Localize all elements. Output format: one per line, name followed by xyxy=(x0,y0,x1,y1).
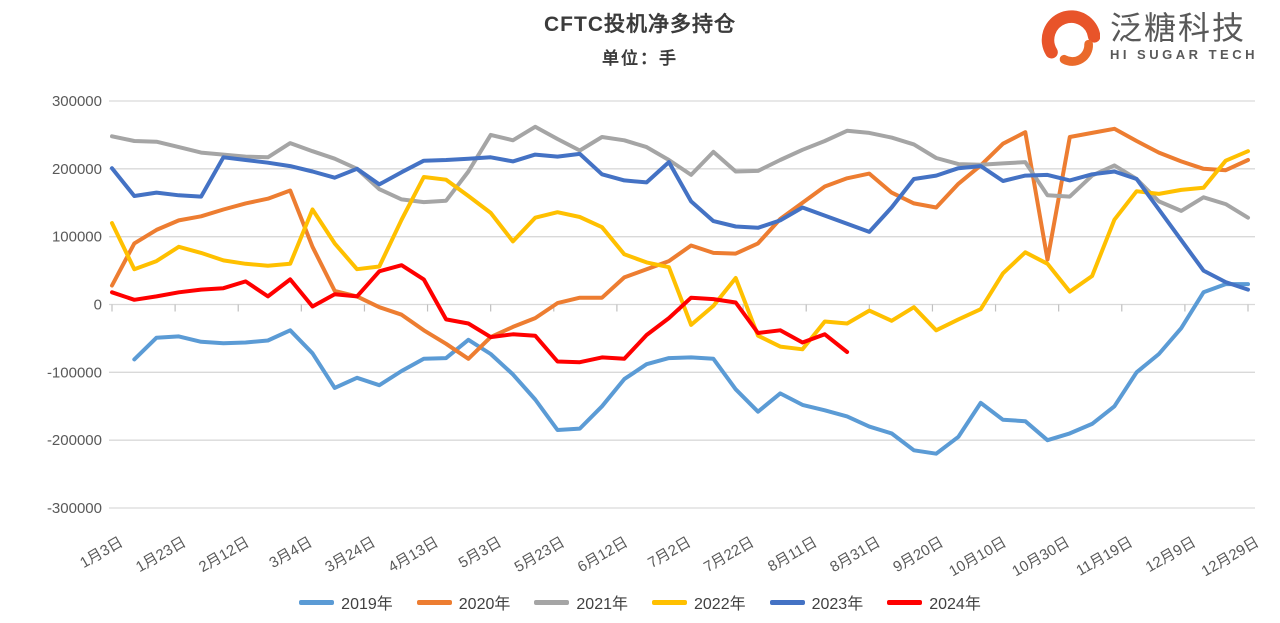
legend-label: 2020年 xyxy=(458,596,511,613)
y-axis-tick-label: 200000 xyxy=(52,161,102,178)
x-axis-tick-label: 8月11日 xyxy=(765,534,820,576)
legend-swatch xyxy=(652,599,687,605)
legend-label: 2022年 xyxy=(694,596,746,613)
legend-label: 2021年 xyxy=(576,596,628,613)
series-line-2020年 xyxy=(110,126,1250,361)
x-axis-tick-label: 5月3日 xyxy=(456,534,505,572)
x-axis-tick-label: 4月13日 xyxy=(385,534,441,576)
x-axis-tick-label: 8月31日 xyxy=(827,534,883,576)
x-axis-tick-label: 1月23日 xyxy=(133,534,189,576)
legend-swatch xyxy=(769,599,805,605)
logo-company-name: 泛糖科技 xyxy=(1109,9,1246,46)
y-axis-tick-label: -300000 xyxy=(47,500,102,517)
series-line-2024年 xyxy=(110,263,850,365)
legend-item-2019年: 2019年 xyxy=(299,590,393,614)
legend-swatch xyxy=(887,599,923,605)
legend-swatch xyxy=(416,599,452,605)
series-line-2023年 xyxy=(110,151,1250,292)
legend-item-2020年: 2020年 xyxy=(416,590,511,614)
x-axis-tick-label: 1月3日 xyxy=(77,534,126,572)
x-axis-tick-label: 11月19日 xyxy=(1073,534,1135,580)
logo-tagline: HI SUGAR TECH xyxy=(1109,47,1258,63)
legend-swatch xyxy=(299,599,335,605)
legend-item-2022年: 2022年 xyxy=(652,590,746,614)
y-axis-tick-label: 0 xyxy=(94,297,102,314)
x-axis-tick-label: 12月9日 xyxy=(1143,534,1199,576)
legend-item-2023年: 2023年 xyxy=(769,590,864,614)
logo-swirl-icon xyxy=(1041,10,1100,66)
series-line-2022年 xyxy=(110,149,1250,352)
x-axis-tick-label: 3月24日 xyxy=(322,534,378,576)
legend-item-2024年: 2024年 xyxy=(887,590,981,614)
x-axis-tick-label: 5月23日 xyxy=(512,534,568,576)
series-line-2021年 xyxy=(110,124,1250,220)
x-axis-tick-label: 12月29日 xyxy=(1199,534,1262,580)
company-logo: 泛糖科技 HI SUGAR TECH xyxy=(1040,6,1258,68)
legend-label: 2019年 xyxy=(341,596,393,613)
legend-swatch xyxy=(534,599,570,605)
series-line-2019年 xyxy=(132,282,1250,456)
x-axis-tick-label: 10月30日 xyxy=(1009,534,1072,580)
x-axis-tick-label: 7月2日 xyxy=(645,534,694,572)
x-axis-tick-label: 3月4日 xyxy=(266,534,315,572)
chart-legend: 2019年 2020年 2021年 2022年 2023年 2024年 xyxy=(0,590,1280,614)
y-axis-tick-label: -100000 xyxy=(47,364,102,381)
x-axis-tick-label: 7月22日 xyxy=(701,534,757,576)
legend-label: 2024年 xyxy=(929,596,981,613)
legend-item-2021年: 2021年 xyxy=(534,590,628,614)
x-axis-tick-label: 2月12日 xyxy=(196,534,252,576)
y-axis-tick-label: 300000 xyxy=(52,93,102,110)
legend-label: 2023年 xyxy=(811,596,864,613)
y-axis-tick-label: 100000 xyxy=(52,229,102,246)
x-axis-tick-label: 10月10日 xyxy=(946,534,1009,580)
logo-text: 泛糖科技 HI SUGAR TECH xyxy=(1109,9,1258,63)
y-axis-tick-label: -200000 xyxy=(47,432,102,449)
x-axis-tick-label: 6月12日 xyxy=(575,534,631,576)
x-axis-tick-label: 9月20日 xyxy=(890,534,946,576)
